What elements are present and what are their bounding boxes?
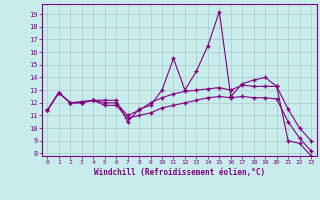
X-axis label: Windchill (Refroidissement éolien,°C): Windchill (Refroidissement éolien,°C) (94, 168, 265, 177)
